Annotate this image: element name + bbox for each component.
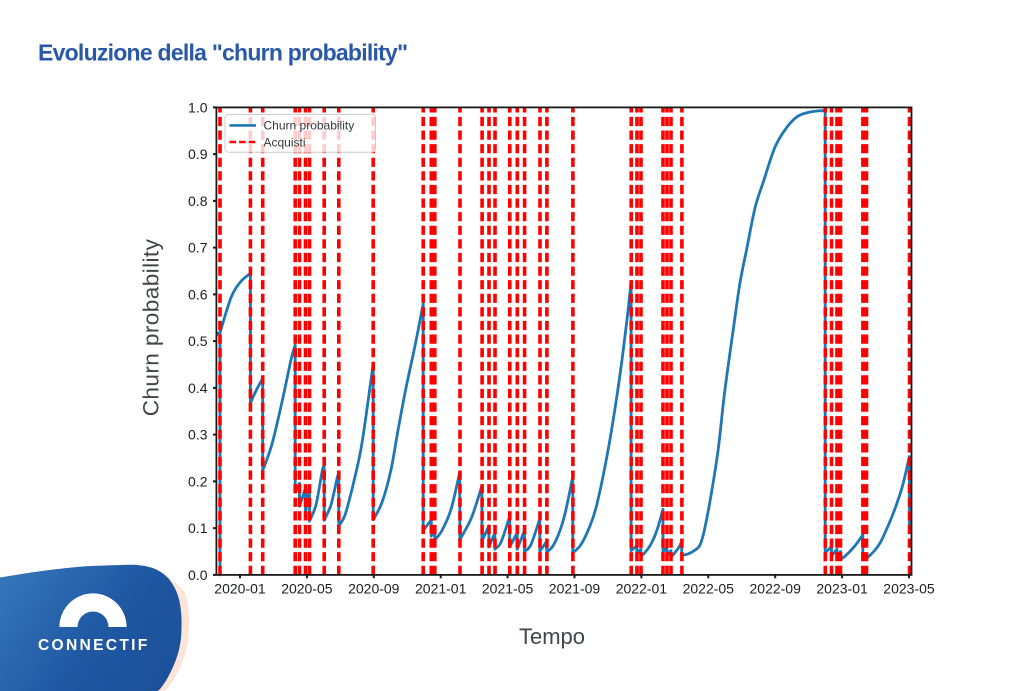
svg-text:0.3: 0.3 (188, 427, 208, 443)
svg-text:2020-05: 2020-05 (281, 581, 333, 597)
svg-text:2022-09: 2022-09 (750, 581, 802, 597)
svg-text:2021-05: 2021-05 (482, 581, 534, 597)
svg-text:0.9: 0.9 (188, 146, 208, 162)
svg-text:0.1: 0.1 (188, 520, 208, 536)
svg-text:0.8: 0.8 (188, 193, 208, 209)
svg-text:Evoluzione della "churn probab: Evoluzione della "churn probability" (38, 39, 407, 65)
svg-text:Churn probability: Churn probability (264, 119, 355, 133)
svg-text:0.0: 0.0 (188, 567, 208, 583)
svg-text:0.4: 0.4 (188, 380, 208, 396)
svg-text:2020-09: 2020-09 (348, 581, 400, 597)
svg-text:2022-01: 2022-01 (616, 581, 668, 597)
svg-text:0.5: 0.5 (188, 333, 208, 349)
svg-text:2020-01: 2020-01 (214, 581, 266, 597)
svg-text:Acquisti: Acquisti (264, 135, 306, 149)
svg-text:2023-01: 2023-01 (816, 581, 868, 597)
svg-text:2022-05: 2022-05 (683, 581, 735, 597)
svg-text:Tempo: Tempo (519, 624, 585, 649)
svg-text:0.2: 0.2 (188, 473, 208, 489)
svg-text:CONNECTIF: CONNECTIF (38, 637, 150, 654)
svg-text:1.0: 1.0 (188, 99, 208, 115)
svg-text:Churn probability: Churn probability (139, 238, 164, 416)
svg-text:2023-05: 2023-05 (883, 581, 935, 597)
svg-text:0.6: 0.6 (188, 286, 208, 302)
svg-text:2021-01: 2021-01 (415, 581, 467, 597)
svg-text:2021-09: 2021-09 (549, 581, 601, 597)
svg-text:0.7: 0.7 (188, 240, 208, 256)
